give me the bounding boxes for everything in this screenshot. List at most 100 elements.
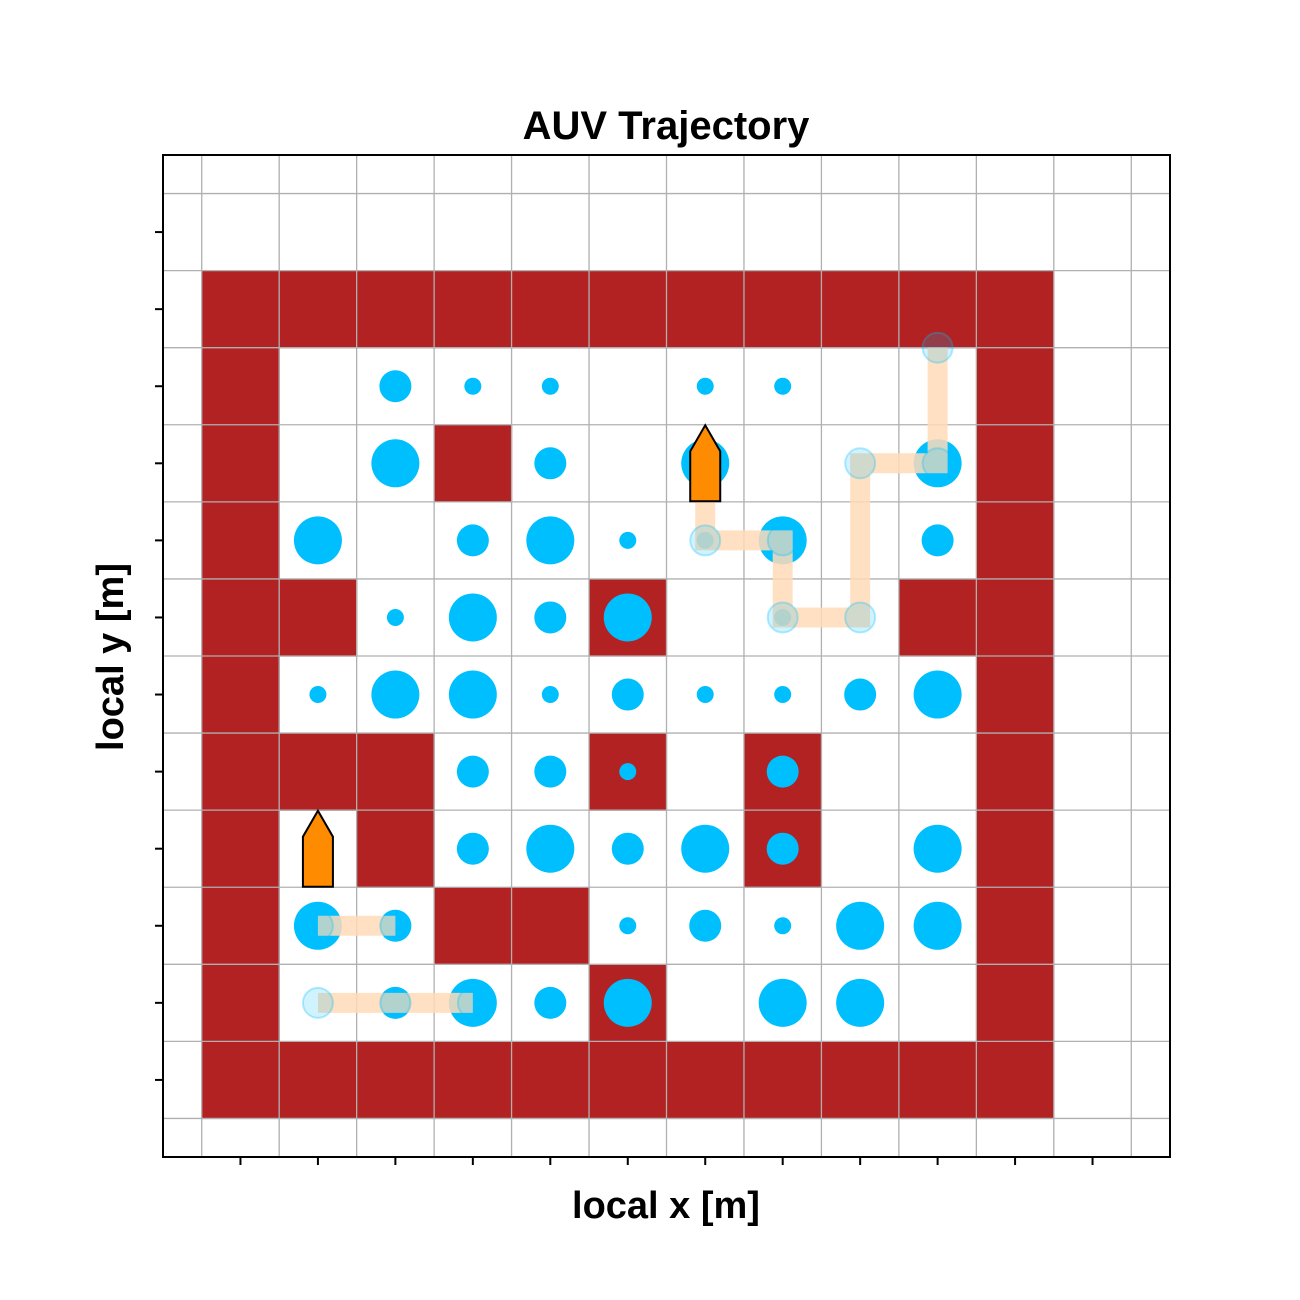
resource-dot bbox=[534, 755, 567, 788]
wall-cell bbox=[356, 270, 435, 349]
resource-dot bbox=[526, 824, 575, 873]
visited-waypoint bbox=[766, 524, 799, 557]
visited-waypoint bbox=[379, 986, 412, 1019]
resource-dot bbox=[603, 593, 652, 642]
resource-dot bbox=[456, 832, 489, 865]
wall-cell bbox=[201, 347, 280, 426]
wall-cell bbox=[976, 424, 1055, 503]
resource-dot bbox=[774, 377, 792, 395]
resource-dot bbox=[448, 593, 497, 642]
resource-dot bbox=[611, 832, 644, 865]
resource-dot bbox=[681, 824, 730, 873]
axes-frame bbox=[162, 154, 1171, 1158]
trajectory-path bbox=[695, 347, 948, 628]
resource-dot bbox=[534, 986, 567, 1019]
auv-vehicle bbox=[301, 808, 334, 888]
resource-dot bbox=[913, 670, 962, 719]
resource-dot bbox=[774, 917, 792, 935]
wall-cell bbox=[976, 733, 1055, 811]
wall-cell bbox=[976, 347, 1055, 426]
wall-cell bbox=[279, 578, 358, 657]
x-axis-label: local x [m] bbox=[572, 1185, 760, 1227]
resource-dot bbox=[766, 832, 799, 865]
wall-cell bbox=[201, 656, 280, 734]
auv-vehicle bbox=[689, 423, 722, 503]
resource-dot bbox=[464, 377, 482, 395]
resource-dot bbox=[371, 670, 420, 719]
wall-cell bbox=[821, 1041, 900, 1120]
wall-cell bbox=[201, 733, 280, 811]
wall-cell bbox=[434, 887, 513, 965]
wall-cell bbox=[434, 270, 513, 349]
visited-waypoint bbox=[844, 447, 877, 480]
y-axis-label: local y [m] bbox=[90, 563, 132, 751]
wall-cell bbox=[201, 501, 280, 580]
wall-cell bbox=[511, 270, 590, 349]
resource-dot bbox=[456, 755, 489, 788]
wall-cell bbox=[898, 1041, 977, 1120]
resource-dot bbox=[836, 901, 885, 950]
wall-cell bbox=[201, 424, 280, 503]
resource-dot bbox=[371, 439, 420, 488]
wall-cell bbox=[976, 810, 1055, 888]
resource-dot bbox=[619, 763, 637, 781]
visited-waypoint bbox=[844, 601, 877, 634]
resource-dot bbox=[534, 447, 567, 480]
wall-cell bbox=[201, 1041, 280, 1120]
wall-cell bbox=[976, 501, 1055, 580]
resource-dot bbox=[913, 901, 962, 950]
resource-dot bbox=[921, 524, 954, 557]
resource-dot bbox=[541, 377, 559, 395]
visited-waypoint bbox=[921, 447, 954, 480]
wall-cell bbox=[279, 270, 358, 349]
wall-cell bbox=[976, 656, 1055, 734]
resource-dot bbox=[696, 686, 714, 704]
resource-dot bbox=[379, 370, 412, 403]
wall-cell bbox=[511, 887, 590, 965]
resource-dot bbox=[766, 755, 799, 788]
visited-waypoint bbox=[379, 909, 412, 942]
wall-cell bbox=[589, 270, 668, 349]
resource-dot bbox=[526, 516, 575, 565]
wall-cell bbox=[743, 1041, 823, 1120]
resource-dot bbox=[309, 686, 327, 704]
wall-cell bbox=[434, 424, 513, 503]
wall-cell bbox=[976, 1041, 1055, 1120]
resource-dot bbox=[456, 524, 489, 557]
wall-cell bbox=[898, 270, 977, 349]
visited-waypoint bbox=[689, 524, 722, 557]
resource-dot bbox=[603, 978, 652, 1027]
wall-cell bbox=[356, 810, 435, 888]
wall-cell bbox=[898, 578, 977, 657]
wall-cell bbox=[201, 887, 280, 965]
plot-area bbox=[155, 154, 1171, 1165]
wall-cell bbox=[511, 1041, 590, 1120]
wall-cell bbox=[666, 1041, 745, 1120]
resource-dot bbox=[386, 608, 404, 626]
wall-cell bbox=[821, 270, 900, 349]
wall-cell bbox=[201, 270, 280, 349]
wall-cell bbox=[279, 1041, 358, 1120]
wall-cell bbox=[743, 270, 823, 349]
resource-dot bbox=[844, 678, 877, 711]
visited-waypoint bbox=[456, 986, 489, 1019]
resource-dot bbox=[758, 978, 807, 1027]
visited-waypoint bbox=[301, 909, 334, 942]
wall-cell bbox=[434, 1041, 513, 1120]
resource-dot bbox=[774, 686, 792, 704]
wall-cell bbox=[279, 733, 358, 811]
resource-dot bbox=[611, 678, 644, 711]
resource-dot bbox=[534, 601, 567, 634]
wall-cell bbox=[976, 887, 1055, 965]
visited-waypoint bbox=[301, 986, 334, 1019]
wall-cell bbox=[976, 578, 1055, 657]
resource-dot bbox=[619, 531, 637, 549]
resource-dot bbox=[689, 909, 722, 942]
resource-dot bbox=[293, 516, 342, 565]
resource-dot bbox=[619, 917, 637, 935]
wall-cell bbox=[666, 270, 745, 349]
wall-cell bbox=[201, 964, 280, 1042]
visited-waypoint bbox=[921, 331, 954, 364]
resource-dot bbox=[541, 686, 559, 704]
